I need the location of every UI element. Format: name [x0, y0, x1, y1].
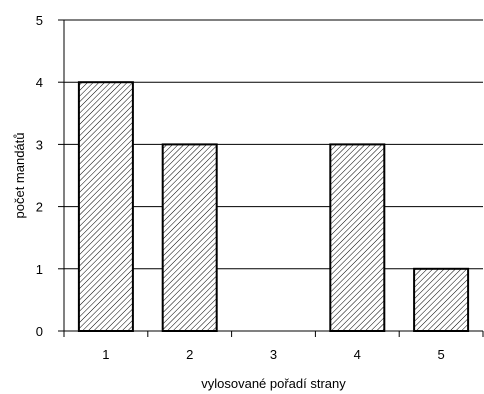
x-tick-label-2: 2: [186, 347, 193, 362]
bar-5: [413, 267, 470, 332]
bar-1: [77, 81, 134, 332]
y-axis-title: počet mandátů: [12, 132, 27, 218]
x-tick-label-5: 5: [437, 347, 444, 362]
x-tick-label-4: 4: [354, 347, 361, 362]
y-tick-label-0: 0: [36, 324, 43, 339]
y-tick-label-1: 1: [36, 262, 43, 277]
x-tick-labels: 1 2 3 4 5: [102, 347, 444, 362]
y-tick-label-3: 3: [36, 137, 43, 152]
bars: [77, 81, 470, 332]
x-tick-label-3: 3: [270, 347, 277, 362]
x-axis-title: vylosované pořadí strany: [201, 376, 346, 391]
y-tick-label-5: 5: [36, 13, 43, 28]
y-tick-label-2: 2: [36, 200, 43, 215]
y-tick-labels: 0 1 2 3 4 5: [36, 13, 43, 339]
y-tick-label-4: 4: [36, 75, 43, 90]
bar-4: [329, 143, 386, 332]
axes: [58, 19, 484, 337]
bar-2: [161, 143, 218, 332]
x-tick-label-1: 1: [102, 347, 109, 362]
